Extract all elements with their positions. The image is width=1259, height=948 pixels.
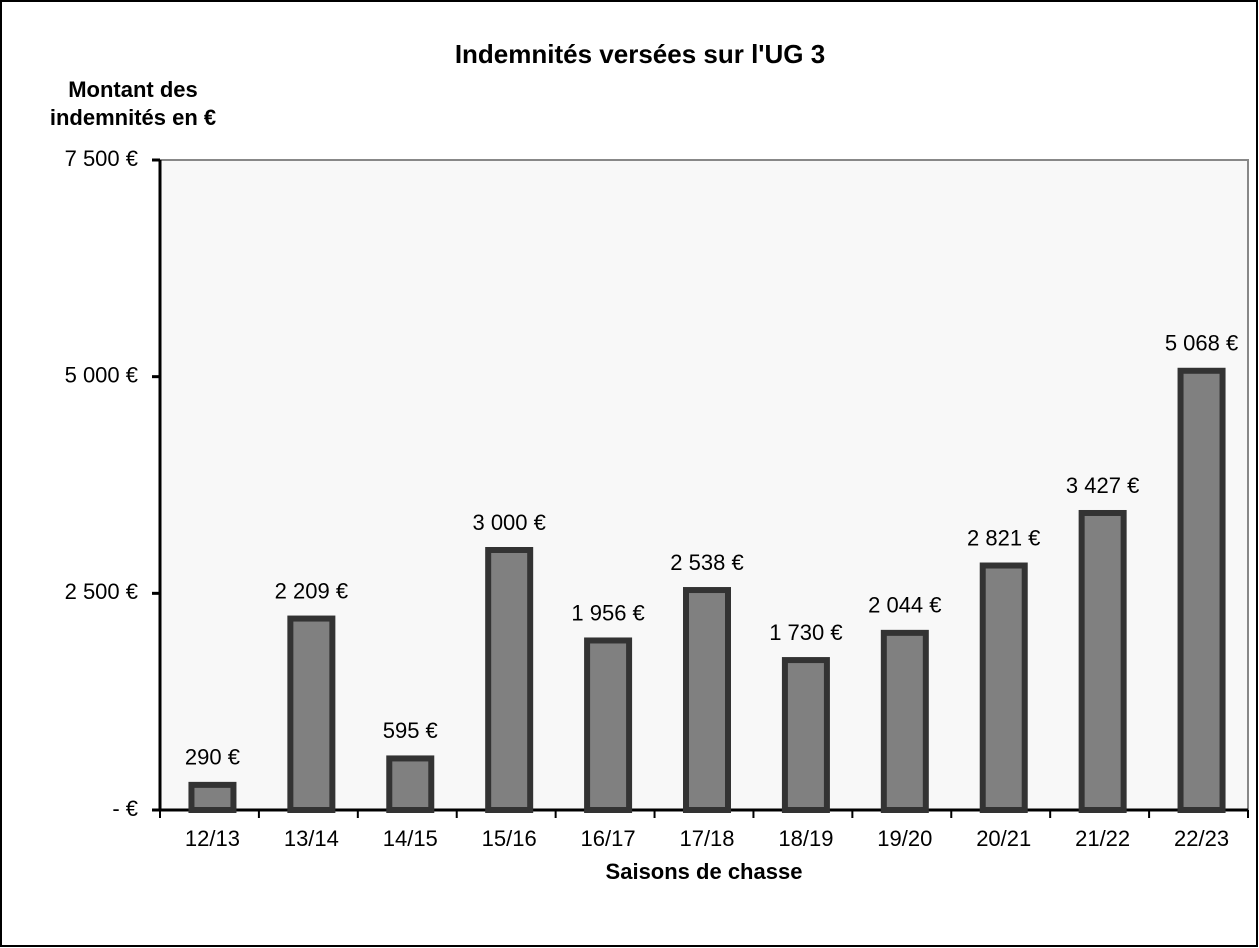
bar bbox=[1177, 367, 1226, 813]
x-tick-label: 15/16 bbox=[482, 826, 537, 851]
data-label: 3 000 € bbox=[472, 510, 545, 535]
y-tick-label: - € bbox=[112, 796, 138, 821]
bar bbox=[979, 562, 1028, 813]
bar bbox=[188, 781, 237, 813]
y-tick-label: 2 500 € bbox=[65, 579, 138, 604]
bar bbox=[485, 547, 534, 813]
x-tick-label: 14/15 bbox=[383, 826, 438, 851]
y-tick-label: 5 000 € bbox=[65, 362, 138, 387]
bar bbox=[683, 587, 731, 813]
data-label: 2 044 € bbox=[868, 593, 941, 618]
bar bbox=[584, 637, 633, 813]
y-tick-label: 7 500 € bbox=[65, 146, 138, 171]
x-tick-label: 12/13 bbox=[185, 826, 240, 851]
data-label: 2 538 € bbox=[670, 550, 743, 575]
data-label: 290 € bbox=[185, 745, 240, 770]
chart-title: Indemnités versées sur l'UG 3 bbox=[455, 39, 825, 69]
x-tick-label: 16/17 bbox=[581, 826, 636, 851]
data-label: 5 068 € bbox=[1165, 331, 1238, 356]
x-tick-label: 20/21 bbox=[976, 826, 1031, 851]
x-tick-label: 19/20 bbox=[877, 826, 932, 851]
data-label: 595 € bbox=[383, 718, 438, 743]
data-label: 2 209 € bbox=[275, 578, 348, 603]
bar bbox=[1078, 509, 1127, 813]
bar bbox=[386, 755, 435, 814]
x-tick-label: 17/18 bbox=[679, 826, 734, 851]
bar bbox=[781, 657, 830, 813]
bar bbox=[880, 629, 929, 813]
bar bbox=[287, 615, 336, 814]
data-label: 3 427 € bbox=[1066, 473, 1139, 498]
x-tick-label: 22/23 bbox=[1174, 826, 1229, 851]
data-label: 1 956 € bbox=[571, 600, 644, 625]
y-axis-title: Montant des indemnités en € bbox=[49, 77, 217, 130]
x-axis-title: Saisons de chasse bbox=[606, 859, 803, 884]
x-tick-label: 21/22 bbox=[1075, 826, 1130, 851]
x-tick-label: 13/14 bbox=[284, 826, 339, 851]
x-tick-label: 18/19 bbox=[778, 826, 833, 851]
data-label: 1 730 € bbox=[769, 620, 842, 645]
data-label: 2 821 € bbox=[967, 525, 1040, 550]
